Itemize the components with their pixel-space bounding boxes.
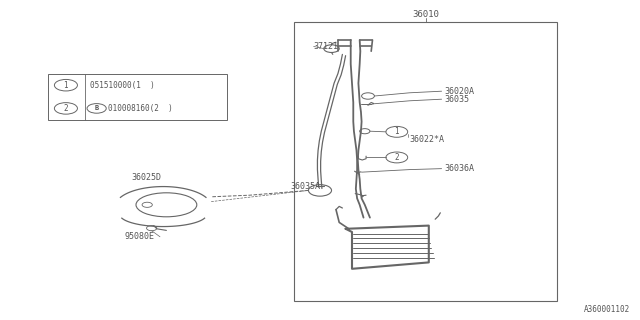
Text: 010008160(2  ): 010008160(2 ) (108, 104, 173, 113)
Text: 36035A: 36035A (291, 182, 321, 191)
Text: 1: 1 (394, 127, 399, 136)
Text: 36022*A: 36022*A (410, 135, 445, 144)
Text: 37121: 37121 (314, 42, 339, 51)
Text: 36035: 36035 (445, 95, 470, 104)
Text: 95080E: 95080E (125, 232, 155, 241)
Text: B: B (95, 105, 99, 111)
Bar (48, 74, 227, 120)
Text: 36010: 36010 (412, 10, 439, 19)
Text: 36036A: 36036A (445, 164, 475, 173)
Text: 051510000(1  ): 051510000(1 ) (90, 81, 155, 90)
Text: 1: 1 (63, 81, 68, 90)
Text: 36025D: 36025D (131, 173, 161, 182)
Text: A360001102: A360001102 (584, 305, 630, 314)
Text: 2: 2 (63, 104, 68, 113)
Text: 36020A: 36020A (445, 87, 475, 96)
Text: 2: 2 (394, 153, 399, 162)
Bar (294, 22, 557, 301)
